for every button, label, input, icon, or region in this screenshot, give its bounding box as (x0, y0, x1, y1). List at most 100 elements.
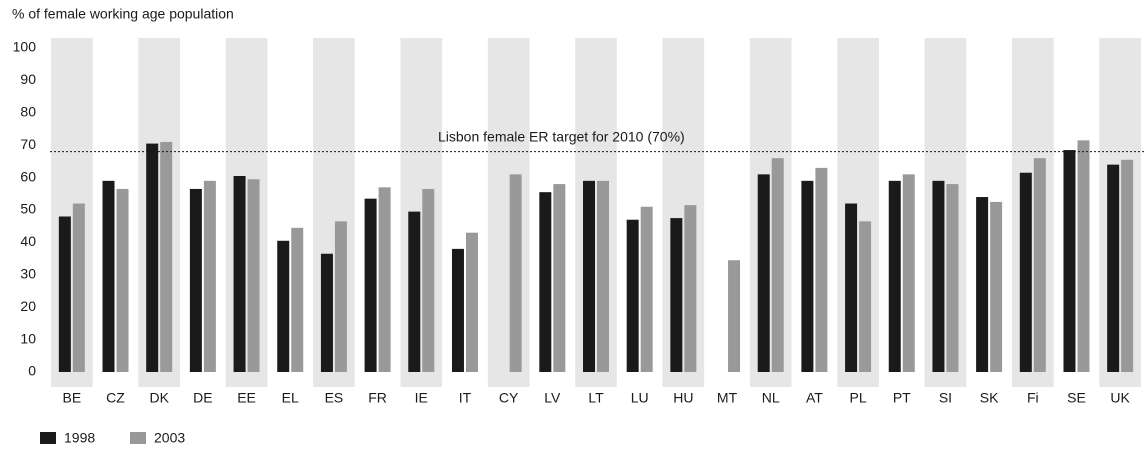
y-tick-label: 80 (20, 104, 36, 120)
bar (146, 143, 159, 372)
band (138, 38, 181, 387)
bar (932, 180, 945, 372)
bar (1063, 150, 1076, 372)
x-tick-label: LU (631, 390, 649, 406)
bar (364, 198, 377, 372)
band (1099, 38, 1141, 387)
x-tick-label: EE (237, 390, 256, 406)
band (662, 38, 705, 387)
bar (757, 174, 770, 372)
bar (247, 179, 260, 372)
bar (583, 180, 595, 372)
x-tick-label: BE (62, 390, 81, 406)
bar (976, 197, 989, 372)
x-tick-label: EL (282, 390, 299, 406)
bar (58, 216, 71, 372)
bar (888, 180, 901, 372)
x-tick-label: SK (980, 390, 999, 406)
bar (815, 167, 828, 372)
bar (233, 175, 246, 372)
x-tick-label: Fi (1027, 390, 1039, 406)
band (225, 38, 268, 387)
bar (990, 201, 1003, 372)
bar (684, 205, 697, 372)
bar (189, 188, 202, 372)
bar (72, 203, 85, 372)
bar (597, 180, 609, 372)
band (749, 38, 792, 387)
x-tick-label: CZ (106, 390, 125, 406)
y-tick-label: 10 (20, 330, 36, 346)
x-tick-label: ES (325, 390, 344, 406)
y-tick-label: 40 (20, 233, 36, 249)
y-tick-label: 90 (20, 71, 36, 87)
x-tick-label: UK (1110, 390, 1130, 406)
bar (203, 180, 216, 372)
bar (102, 180, 115, 372)
x-tick-label: SI (939, 390, 952, 406)
bar (946, 184, 959, 372)
bar (277, 240, 290, 372)
bar (801, 180, 814, 372)
x-tick-label: MT (717, 390, 738, 406)
bar (1019, 172, 1032, 372)
bar (539, 192, 552, 372)
bar (1121, 159, 1134, 372)
x-tick-label: IT (459, 390, 472, 406)
bar (408, 211, 421, 372)
band (575, 38, 617, 387)
y-tick-label: 100 (13, 39, 37, 55)
band (313, 38, 355, 387)
x-tick-label: CY (499, 390, 519, 406)
bar (1077, 140, 1090, 372)
bar (553, 184, 566, 372)
band (924, 38, 967, 387)
legend-label: 1998 (64, 430, 95, 446)
band (487, 38, 530, 387)
band (1011, 38, 1054, 387)
x-tick-label: NL (762, 390, 780, 406)
x-tick-label: SE (1067, 390, 1086, 406)
x-tick-label: FR (368, 390, 387, 406)
bar (670, 218, 683, 372)
bar (1107, 164, 1120, 372)
bar (845, 203, 858, 372)
bar (728, 260, 741, 372)
legend-swatch (130, 432, 146, 444)
bar (334, 221, 347, 372)
band (51, 38, 93, 387)
x-tick-label: IE (415, 390, 428, 406)
legend-swatch (40, 432, 56, 444)
bar (902, 174, 915, 372)
band (400, 38, 443, 387)
x-tick-label: LT (588, 390, 604, 406)
bar (626, 219, 639, 372)
y-tick-label: 0 (28, 363, 36, 379)
y-tick-label: 30 (20, 266, 36, 282)
bar (320, 253, 333, 372)
x-tick-label: PL (850, 390, 867, 406)
y-tick-label: 20 (20, 298, 36, 314)
band (837, 38, 879, 387)
bar (451, 248, 464, 372)
bar (422, 188, 435, 372)
y-tick-label: 70 (20, 136, 36, 152)
y-tick-label: 60 (20, 168, 36, 184)
bar (771, 158, 784, 372)
bar (378, 187, 391, 372)
bar (1033, 158, 1046, 372)
bar (160, 141, 173, 372)
y-tick-label: 50 (20, 201, 36, 217)
x-tick-label: HU (673, 390, 693, 406)
bar (291, 227, 304, 372)
bar (116, 188, 129, 372)
bar (509, 174, 522, 372)
reference-label: Lisbon female ER target for 2010 (70%) (438, 128, 685, 144)
x-tick-label: AT (806, 390, 823, 406)
y-axis-label: % of female working age population (12, 6, 234, 22)
legend-label: 2003 (154, 430, 185, 446)
bar (640, 206, 653, 372)
bar (859, 221, 872, 372)
x-tick-label: DK (149, 390, 169, 406)
